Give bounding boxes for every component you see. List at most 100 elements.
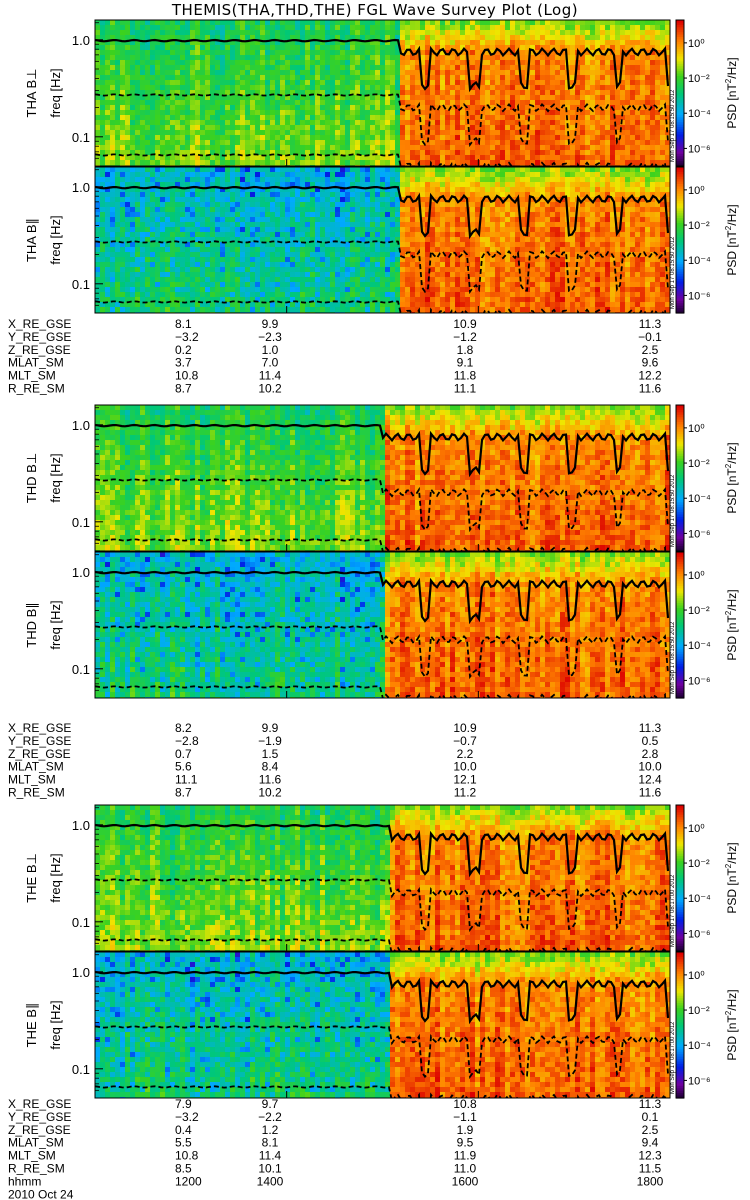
colorbar-tick-label: 10⁻² (688, 1005, 710, 1017)
ephemeris-row-name: MLT_SM (8, 369, 56, 383)
ephemeris-value: 10.2 (258, 382, 282, 396)
ephemeris-value: 11.4 (259, 1149, 282, 1163)
panel-label: THD B⊥ (24, 453, 39, 503)
plot-title: THEMIS(THA,THD,THE) FGL Wave Survey Plot… (0, 1, 750, 19)
spectrogram-cells (95, 805, 670, 951)
panel-the-par: 1.0 0.1 freq [Hz] THE B∥ Mon Sep 17 08:17:00… (24, 951, 739, 1099)
ephemeris-value: 11.8 (454, 369, 477, 383)
colorbar-label: PSD [nT2/Hz] (724, 589, 739, 660)
colorbar-tick-label: 10⁻² (688, 73, 710, 85)
y-tick-label: 0.1 (72, 1062, 90, 1077)
ephemeris-value: 10.0 (453, 760, 477, 774)
ephemeris-value: 12.2 (638, 369, 662, 383)
timestamp-stamp: Mon Sep 17 08:17:00 2012 (670, 1021, 676, 1094)
panel-label: THA B∥ (24, 218, 39, 262)
ephemeris-value: 7.0 (262, 356, 279, 370)
ephemeris-value: 11.4 (259, 369, 282, 383)
y-axis-label: freq [Hz] (48, 853, 63, 902)
ephemeris-value: 9.4 (642, 1136, 659, 1150)
ephemeris-value: 11.6 (259, 773, 282, 787)
y-tick-label: 1.0 (72, 180, 90, 195)
ephemeris-value: 0.7 (175, 747, 192, 761)
ephemeris-value: −1.1 (453, 1110, 477, 1124)
timestamp-stamp: Mon Sep 17 08:15:50 2012 (670, 621, 676, 694)
ephemeris-value: 1.5 (262, 747, 279, 761)
overlay-dashed-upper (95, 93, 669, 148)
ephemeris-value: 5.6 (175, 760, 192, 774)
ephemeris-value: 10.9 (453, 721, 477, 735)
ephemeris-row-name: MLAT_SM (8, 356, 64, 370)
date-label: 2010 Oct 24 (8, 1187, 74, 1200)
ephemeris-value: 0.1 (642, 1110, 659, 1124)
overlay-solid (95, 823, 670, 878)
ephemeris-value: 11.3 (639, 1097, 662, 1111)
overlay-dashed-upper (95, 478, 669, 533)
panel-label: THE B⊥ (24, 853, 39, 903)
ephemeris-value: 12.1 (453, 773, 477, 787)
colorbar: 10⁰ 10⁻² 10⁻⁴ 10⁻⁶ PSD [nT2/Hz] (675, 404, 739, 552)
overlay-dashed-lower (95, 300, 667, 313)
y-tick-label: 1.0 (72, 418, 90, 433)
overlay-solid (95, 570, 670, 625)
ephemeris-row-name: MLAT_SM (8, 1136, 64, 1150)
ephemeris-row-name: R_RE_SM (8, 1162, 65, 1176)
ephemeris-value: 11.3 (639, 317, 662, 331)
colorbar-label: PSD [nT2/Hz] (724, 442, 739, 513)
ephemeris-value: 5.5 (175, 1136, 192, 1150)
time-axis: hhmm 1200 1400 1600 1800 2010 Oct 24 (8, 1174, 664, 1200)
panel-frame (94, 551, 671, 699)
y-axis-label: freq [Hz] (48, 68, 63, 117)
overlay-dashed-lower (95, 938, 667, 951)
ephemeris-value: 9.6 (642, 356, 659, 370)
ephemeris-value: 0.4 (175, 1123, 192, 1137)
y-tick-label: 1.0 (72, 965, 90, 980)
time-axis-name: hhmm (8, 1174, 41, 1188)
y-tick-label: 0.1 (72, 277, 90, 292)
panel-label: THE B∥ (24, 1003, 39, 1048)
ephemeris-value: 10.8 (175, 369, 199, 383)
colorbar: 10⁰ 10⁻² 10⁻⁴ 10⁻⁶ PSD [nT2/Hz] (675, 551, 739, 699)
ephemeris-value: 7.9 (175, 1097, 192, 1111)
overlay-solid (95, 423, 670, 478)
spectrogram-cells (95, 405, 670, 551)
colorbar: 10⁰ 10⁻² 10⁻⁴ 10⁻⁶ PSD [nT2/Hz] (675, 19, 739, 167)
ephemeris-tha: X_RE_GSE 8.1 9.9 10.9 11.3 Y_RE_GSE −3.2 −2.3 −1… (8, 317, 662, 396)
ephemeris-value: 8.5 (175, 1162, 192, 1176)
colorbar-tick-label: 10⁻⁶ (688, 675, 711, 687)
colorbar-tick-label: 10⁻⁴ (688, 255, 711, 267)
ephemeris-value: 1.0 (262, 343, 279, 357)
ephemeris-value: 9.9 (262, 721, 279, 735)
colorbar-tick-label: 10⁰ (688, 38, 705, 50)
spectrogram-cells (95, 952, 670, 1098)
y-tick-label: 0.1 (72, 130, 90, 145)
colorbar-tick-label: 10⁰ (688, 185, 705, 197)
x-tick-label: 1400 (257, 1174, 284, 1188)
spectrogram-cells (95, 20, 670, 166)
overlay-dashed-upper (95, 1025, 669, 1080)
ephemeris-value: 11.6 (639, 382, 662, 396)
ephemeris-row-name: Z_RE_GSE (8, 1123, 71, 1137)
overlay-dashed-upper (95, 625, 669, 680)
ephemeris-value: 10.8 (453, 1097, 477, 1111)
ephemeris-thd: X_RE_GSE 8.2 9.9 10.9 11.3 Y_RE_GSE −2.8 −1.9 −0… (8, 721, 662, 800)
ephemeris-value: 0.5 (642, 734, 659, 748)
ephemeris-row-name: MLT_SM (8, 1149, 56, 1163)
ephemeris-row-name: Y_RE_GSE (8, 330, 71, 344)
ephemeris-row-name: Z_RE_GSE (8, 343, 71, 357)
overlay-dashed-lower (95, 685, 667, 698)
timestamp-stamp: Mon Sep 17 08:15:50 2012 (670, 474, 676, 547)
overlay-solid (95, 970, 670, 1025)
ephemeris-value: 2.5 (642, 343, 659, 357)
ephemeris-row-name: MLT_SM (8, 773, 56, 787)
spectrogram-cells (95, 167, 670, 313)
colorbar-tick-label: 10⁰ (688, 570, 705, 582)
colorbar-label: PSD [nT2/Hz] (724, 204, 739, 275)
ephemeris-value: −0.1 (638, 330, 662, 344)
ephemeris-row-name: R_RE_SM (8, 382, 65, 396)
ephemeris-value: 9.5 (457, 1136, 474, 1150)
ephemeris-value: −2.2 (258, 1110, 282, 1124)
colorbar: 10⁰ 10⁻² 10⁻⁴ 10⁻⁶ PSD [nT2/Hz] (675, 804, 739, 952)
overlay-dashed-upper (95, 878, 669, 933)
